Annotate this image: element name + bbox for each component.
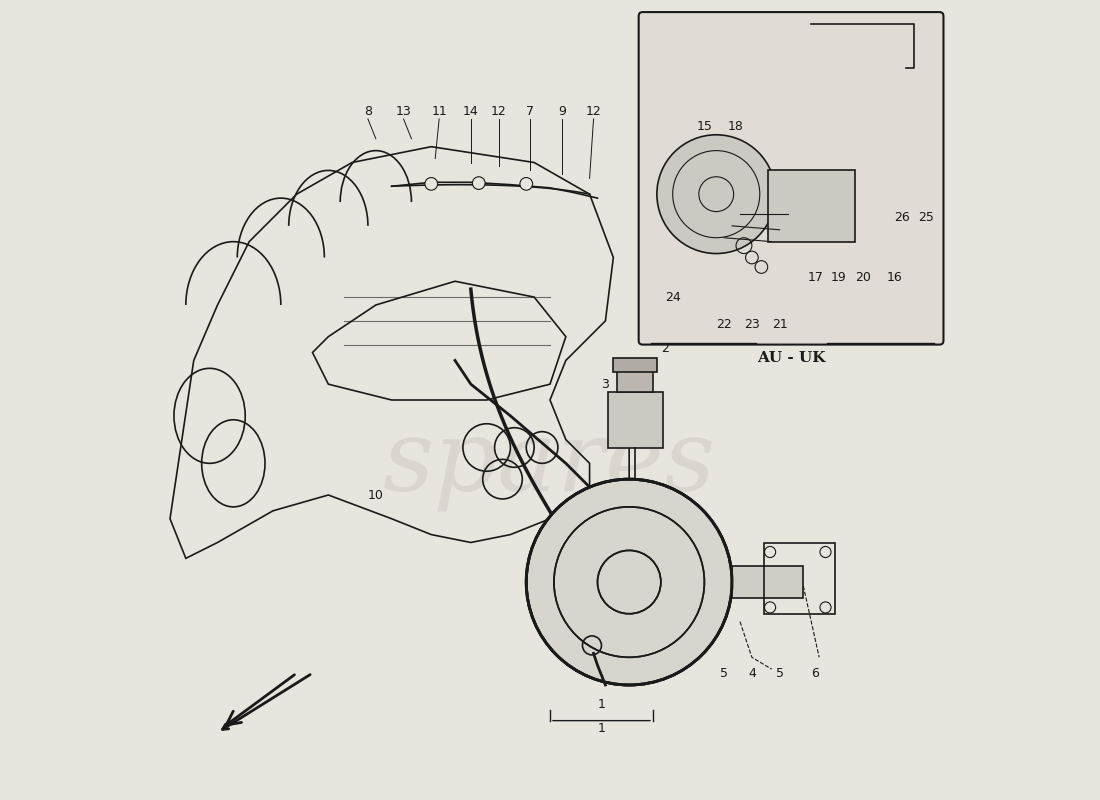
- Text: 5: 5: [776, 666, 783, 680]
- Text: 12: 12: [491, 105, 506, 118]
- Text: AU - UK: AU - UK: [757, 351, 826, 365]
- Text: 19: 19: [832, 270, 847, 284]
- Text: 26: 26: [894, 211, 910, 225]
- Text: spares: spares: [384, 416, 716, 511]
- Circle shape: [526, 479, 733, 685]
- Text: 14: 14: [463, 105, 478, 118]
- Text: 11: 11: [431, 105, 447, 118]
- Text: 15: 15: [696, 120, 713, 134]
- Text: 23: 23: [744, 318, 760, 331]
- Text: 1: 1: [597, 722, 605, 735]
- Text: 2: 2: [661, 342, 669, 355]
- Circle shape: [657, 134, 775, 254]
- Bar: [614, 358, 657, 372]
- Text: 25: 25: [918, 211, 934, 225]
- Text: 20: 20: [855, 270, 870, 284]
- Text: 6: 6: [812, 666, 820, 680]
- Circle shape: [472, 177, 485, 190]
- Bar: [617, 370, 653, 392]
- Circle shape: [520, 178, 532, 190]
- FancyBboxPatch shape: [639, 12, 944, 345]
- Text: 1: 1: [597, 698, 605, 711]
- Bar: [768, 170, 855, 242]
- Text: 24: 24: [664, 290, 681, 303]
- Text: 9: 9: [558, 105, 565, 118]
- Bar: [763, 542, 835, 614]
- Circle shape: [425, 178, 438, 190]
- Text: 21: 21: [772, 318, 788, 331]
- Text: 8: 8: [364, 105, 372, 118]
- Text: 18: 18: [728, 120, 744, 134]
- FancyArrowPatch shape: [227, 674, 295, 725]
- Text: 13: 13: [396, 105, 411, 118]
- Text: 17: 17: [807, 270, 823, 284]
- Text: 16: 16: [887, 270, 902, 284]
- Text: 7: 7: [526, 105, 535, 118]
- Text: 3: 3: [602, 378, 609, 390]
- Text: 5: 5: [720, 666, 728, 680]
- Text: 12: 12: [585, 105, 602, 118]
- Text: 4: 4: [748, 666, 756, 680]
- Text: 22: 22: [716, 318, 732, 331]
- Polygon shape: [733, 566, 803, 598]
- Bar: [608, 392, 663, 447]
- Text: 10: 10: [367, 489, 384, 502]
